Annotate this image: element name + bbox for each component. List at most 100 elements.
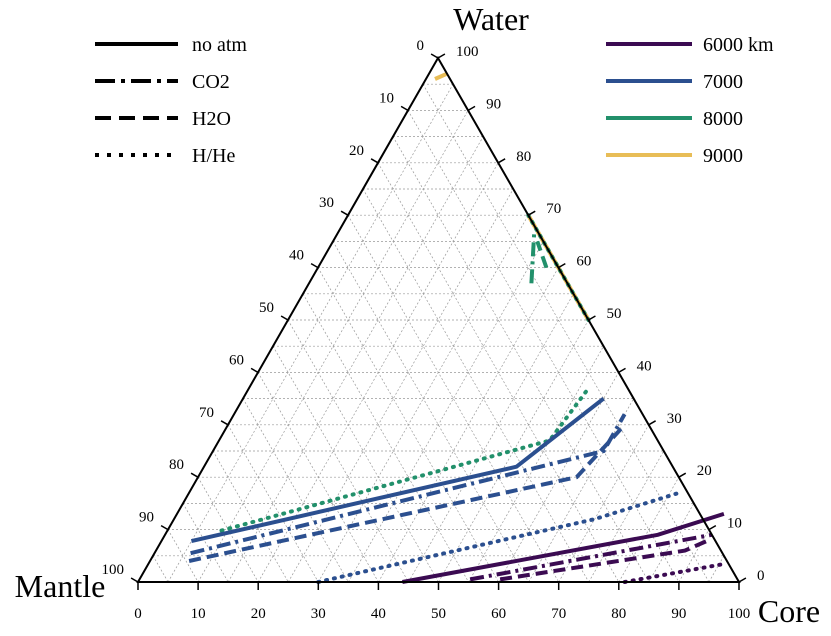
tick-label-water-30: 30 [667,411,682,427]
tick-mantle-20 [370,158,379,164]
grid-line-core-95 [708,555,725,583]
axis-ticks: 0 10 20 30 40 50 60 70 80 90 100010203040506070809… [102,38,765,622]
tick-mantle-60 [250,367,259,374]
series-9000-solid-0 [434,71,448,81]
tick-label-core-90: 90 [671,606,686,622]
tick-label-mantle-70: 70 [199,405,214,421]
series-6000-solid-12 [402,511,725,584]
grid-line-mantle-45 [302,293,469,583]
grid-line-mantle-15 [392,136,650,583]
tick-label-mantle-50: 50 [259,300,274,316]
tick-label-mantle-90: 90 [139,510,154,526]
grid-line-mantle-55 [272,346,409,583]
series-8000-dotted-7 [219,386,591,533]
grid-line-core-85 [648,503,695,583]
tick-label-water-50: 50 [607,306,622,322]
series-7000-dotted-11 [316,490,681,584]
grid-line-mantle-25 [362,188,590,583]
legend-radius-label-1: 7000 [703,71,743,93]
data-series [188,71,728,584]
grid-line-mantle-60 [257,372,379,583]
tick-water-0 [738,577,747,583]
legend-radius-label-2: 8000 [703,108,743,130]
grid-line-core-75 [588,450,665,583]
grid-line-mantle-10 [407,110,680,583]
tick-label-core-10: 10 [191,606,206,622]
legend-radius-label-0: 6000 km [703,34,774,56]
tick-label-core-60: 60 [491,606,506,622]
grid-line-core-60 [498,372,619,583]
tick-label-water-90: 90 [486,96,501,112]
tick-water-40 [618,367,626,374]
tick-label-core-70: 70 [551,606,566,622]
tick-mantle-100 [130,577,139,583]
series-7000-dashed-10 [188,423,627,563]
tick-mantle-70 [220,420,229,426]
tick-water-50 [588,315,596,321]
legend-style-label-0: no atm [192,34,247,56]
tick-label-mantle-100: 100 [102,562,125,578]
tick-water-20 [678,472,687,478]
grid-line-mantle-95 [152,555,169,583]
legend-radii: 6000 km 7000 8000 9000 [606,34,774,167]
tick-mantle-50 [280,315,289,321]
tick-mantle-30 [340,210,349,216]
tick-mantle-40 [310,262,319,269]
tick-mantle-10 [400,105,409,112]
tick-water-60 [558,262,566,269]
tick-label-core-30: 30 [311,606,326,622]
tick-mantle-0 [430,53,439,59]
tick-label-mantle-60: 60 [229,352,244,368]
legend-style-label-2: H2O [192,108,231,130]
tick-label-core-0: 0 [134,606,142,622]
grid-line-core-15 [227,136,484,583]
tick-water-30 [648,420,657,426]
tick-label-core-50: 50 [431,606,446,622]
vertex-label-core: Core [758,593,820,629]
vertex-labels: Water Mantle Core [15,1,820,629]
tick-label-water-100: 100 [456,44,479,60]
tick-label-core-40: 40 [371,606,386,622]
grid-line-core-45 [408,293,574,583]
series-6000-dashed-14 [499,538,710,582]
tick-label-water-10: 10 [727,516,742,532]
tick-label-mantle-0: 0 [417,38,425,54]
tick-water-10 [708,524,717,531]
tick-label-mantle-10: 10 [379,90,394,106]
grid-line-mantle-30 [347,215,560,583]
tick-water-100 [437,53,446,59]
series-8000-dashed-6 [535,240,549,269]
series-8000-dashdot-5 [529,230,537,284]
legend-styles: no atm CO2 H2O H/He [95,34,247,167]
legend-style-label-1: CO2 [192,71,230,93]
tick-label-mantle-20: 20 [349,143,364,159]
grid-line-core-65 [528,398,634,583]
tick-label-water-70: 70 [546,201,561,217]
tick-label-water-0: 0 [757,568,765,584]
tick-label-core-100: 100 [728,606,751,622]
tick-label-mantle-80: 80 [169,457,184,473]
legend-style-label-3: H/He [192,145,235,167]
tick-mantle-90 [160,524,169,531]
tick-mantle-80 [190,472,199,478]
tick-water-80 [497,158,506,164]
series-7000-solid-8 [190,397,605,544]
grid-line-mantle-65 [242,398,349,583]
grid-line-mantle-35 [332,241,529,583]
tick-label-water-20: 20 [697,463,712,479]
tick-label-core-20: 20 [251,606,266,622]
grid-line-core-25 [287,188,514,583]
vertex-label-water: Water [453,1,529,37]
grid-line-mantle-85 [182,503,229,583]
tick-label-mantle-30: 30 [319,195,334,211]
tick-water-90 [467,105,476,112]
series-6000-dotted-15 [622,561,728,584]
grid-line-core-35 [348,241,544,583]
series-7000-dashdot-9 [190,413,627,556]
series-6000-dashdot-13 [469,532,713,582]
grid-line-core-30 [317,215,529,583]
tick-label-mantle-40: 40 [289,248,304,264]
grid-line-mantle-5 [422,84,710,583]
tick-water-70 [527,210,536,216]
